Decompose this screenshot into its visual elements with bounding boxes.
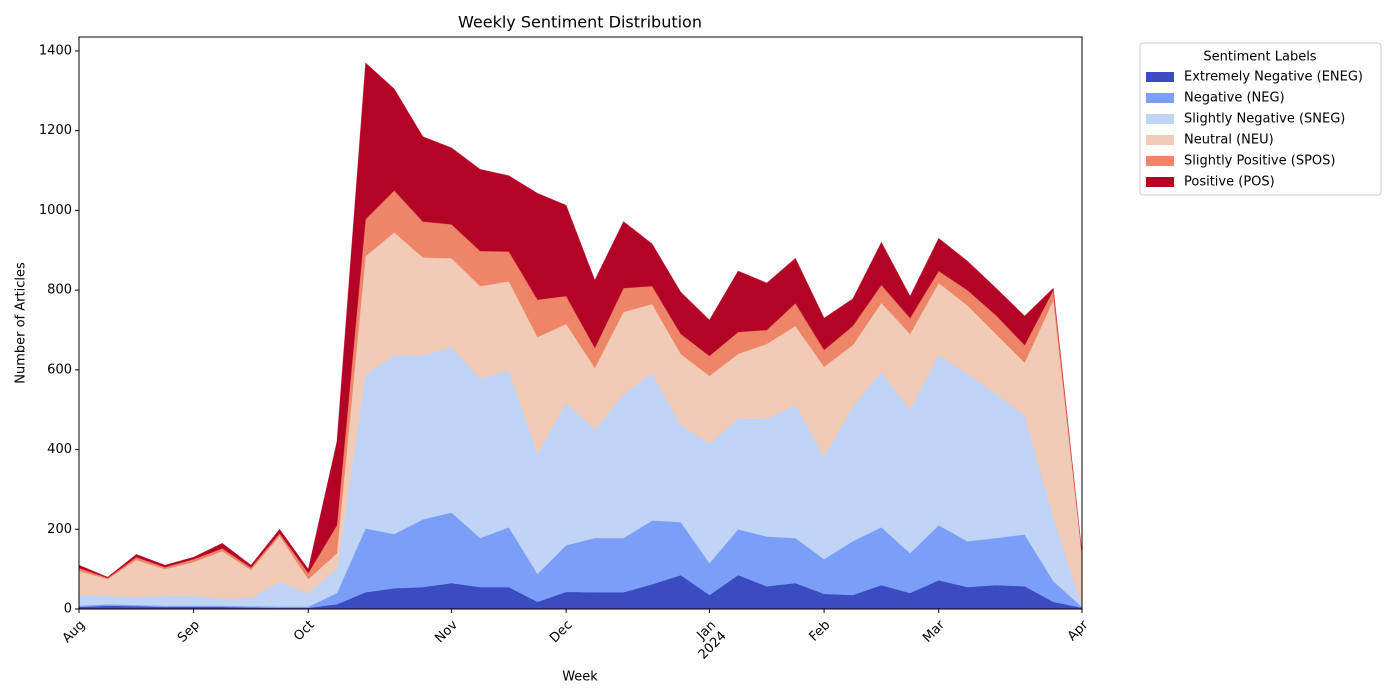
y-tick-label: 600 [47, 362, 72, 377]
legend-swatch [1146, 135, 1174, 145]
x-tick-label: Oct [291, 618, 318, 645]
x-tick-label: Jan2024 [685, 618, 730, 663]
y-tick-label: 800 [47, 283, 72, 298]
x-tick-label: Apr [1065, 617, 1092, 644]
y-tick-label: 1000 [39, 203, 72, 218]
legend-label: Slightly Positive (SPOS) [1184, 154, 1335, 169]
legend-title: Sentiment Labels [1203, 50, 1316, 65]
legend-swatch [1146, 177, 1174, 187]
chart-title: Weekly Sentiment Distribution [458, 13, 702, 32]
x-tick-label: Aug [60, 618, 89, 647]
x-tick-label: Mar [920, 617, 948, 645]
x-tick-label: Nov [432, 617, 461, 646]
legend-box [1139, 42, 1382, 196]
x-tick-label: Feb [806, 618, 833, 645]
y-tick-label: 200 [47, 522, 72, 537]
legend-label: Slightly Negative (SNEG) [1184, 112, 1345, 127]
legend-label: Extremely Negative (ENEG) [1184, 70, 1363, 85]
y-axis-label: Number of Articles [14, 262, 29, 384]
y-tick-label: 1400 [39, 43, 72, 58]
plot-frame [78, 36, 1083, 610]
legend-label: Neutral (NEU) [1184, 133, 1274, 148]
x-tick-label: Dec [547, 618, 575, 646]
x-tick-label: Sep [175, 618, 203, 646]
legend-swatch [1146, 72, 1174, 82]
legend-swatch [1146, 156, 1174, 166]
y-tick-label: 0 [64, 602, 72, 617]
legend-swatch [1146, 93, 1174, 103]
y-tick-label: 400 [47, 442, 72, 457]
plot-area [78, 62, 1083, 610]
legend-label: Positive (POS) [1184, 175, 1275, 190]
legend-swatch [1146, 114, 1174, 124]
y-tick-label: 1200 [39, 123, 72, 138]
legend: Sentiment Labels Extremely Negative (ENE… [1139, 42, 1382, 196]
x-axis-label: Week [562, 670, 598, 685]
legend-label: Negative (NEG) [1184, 91, 1285, 106]
